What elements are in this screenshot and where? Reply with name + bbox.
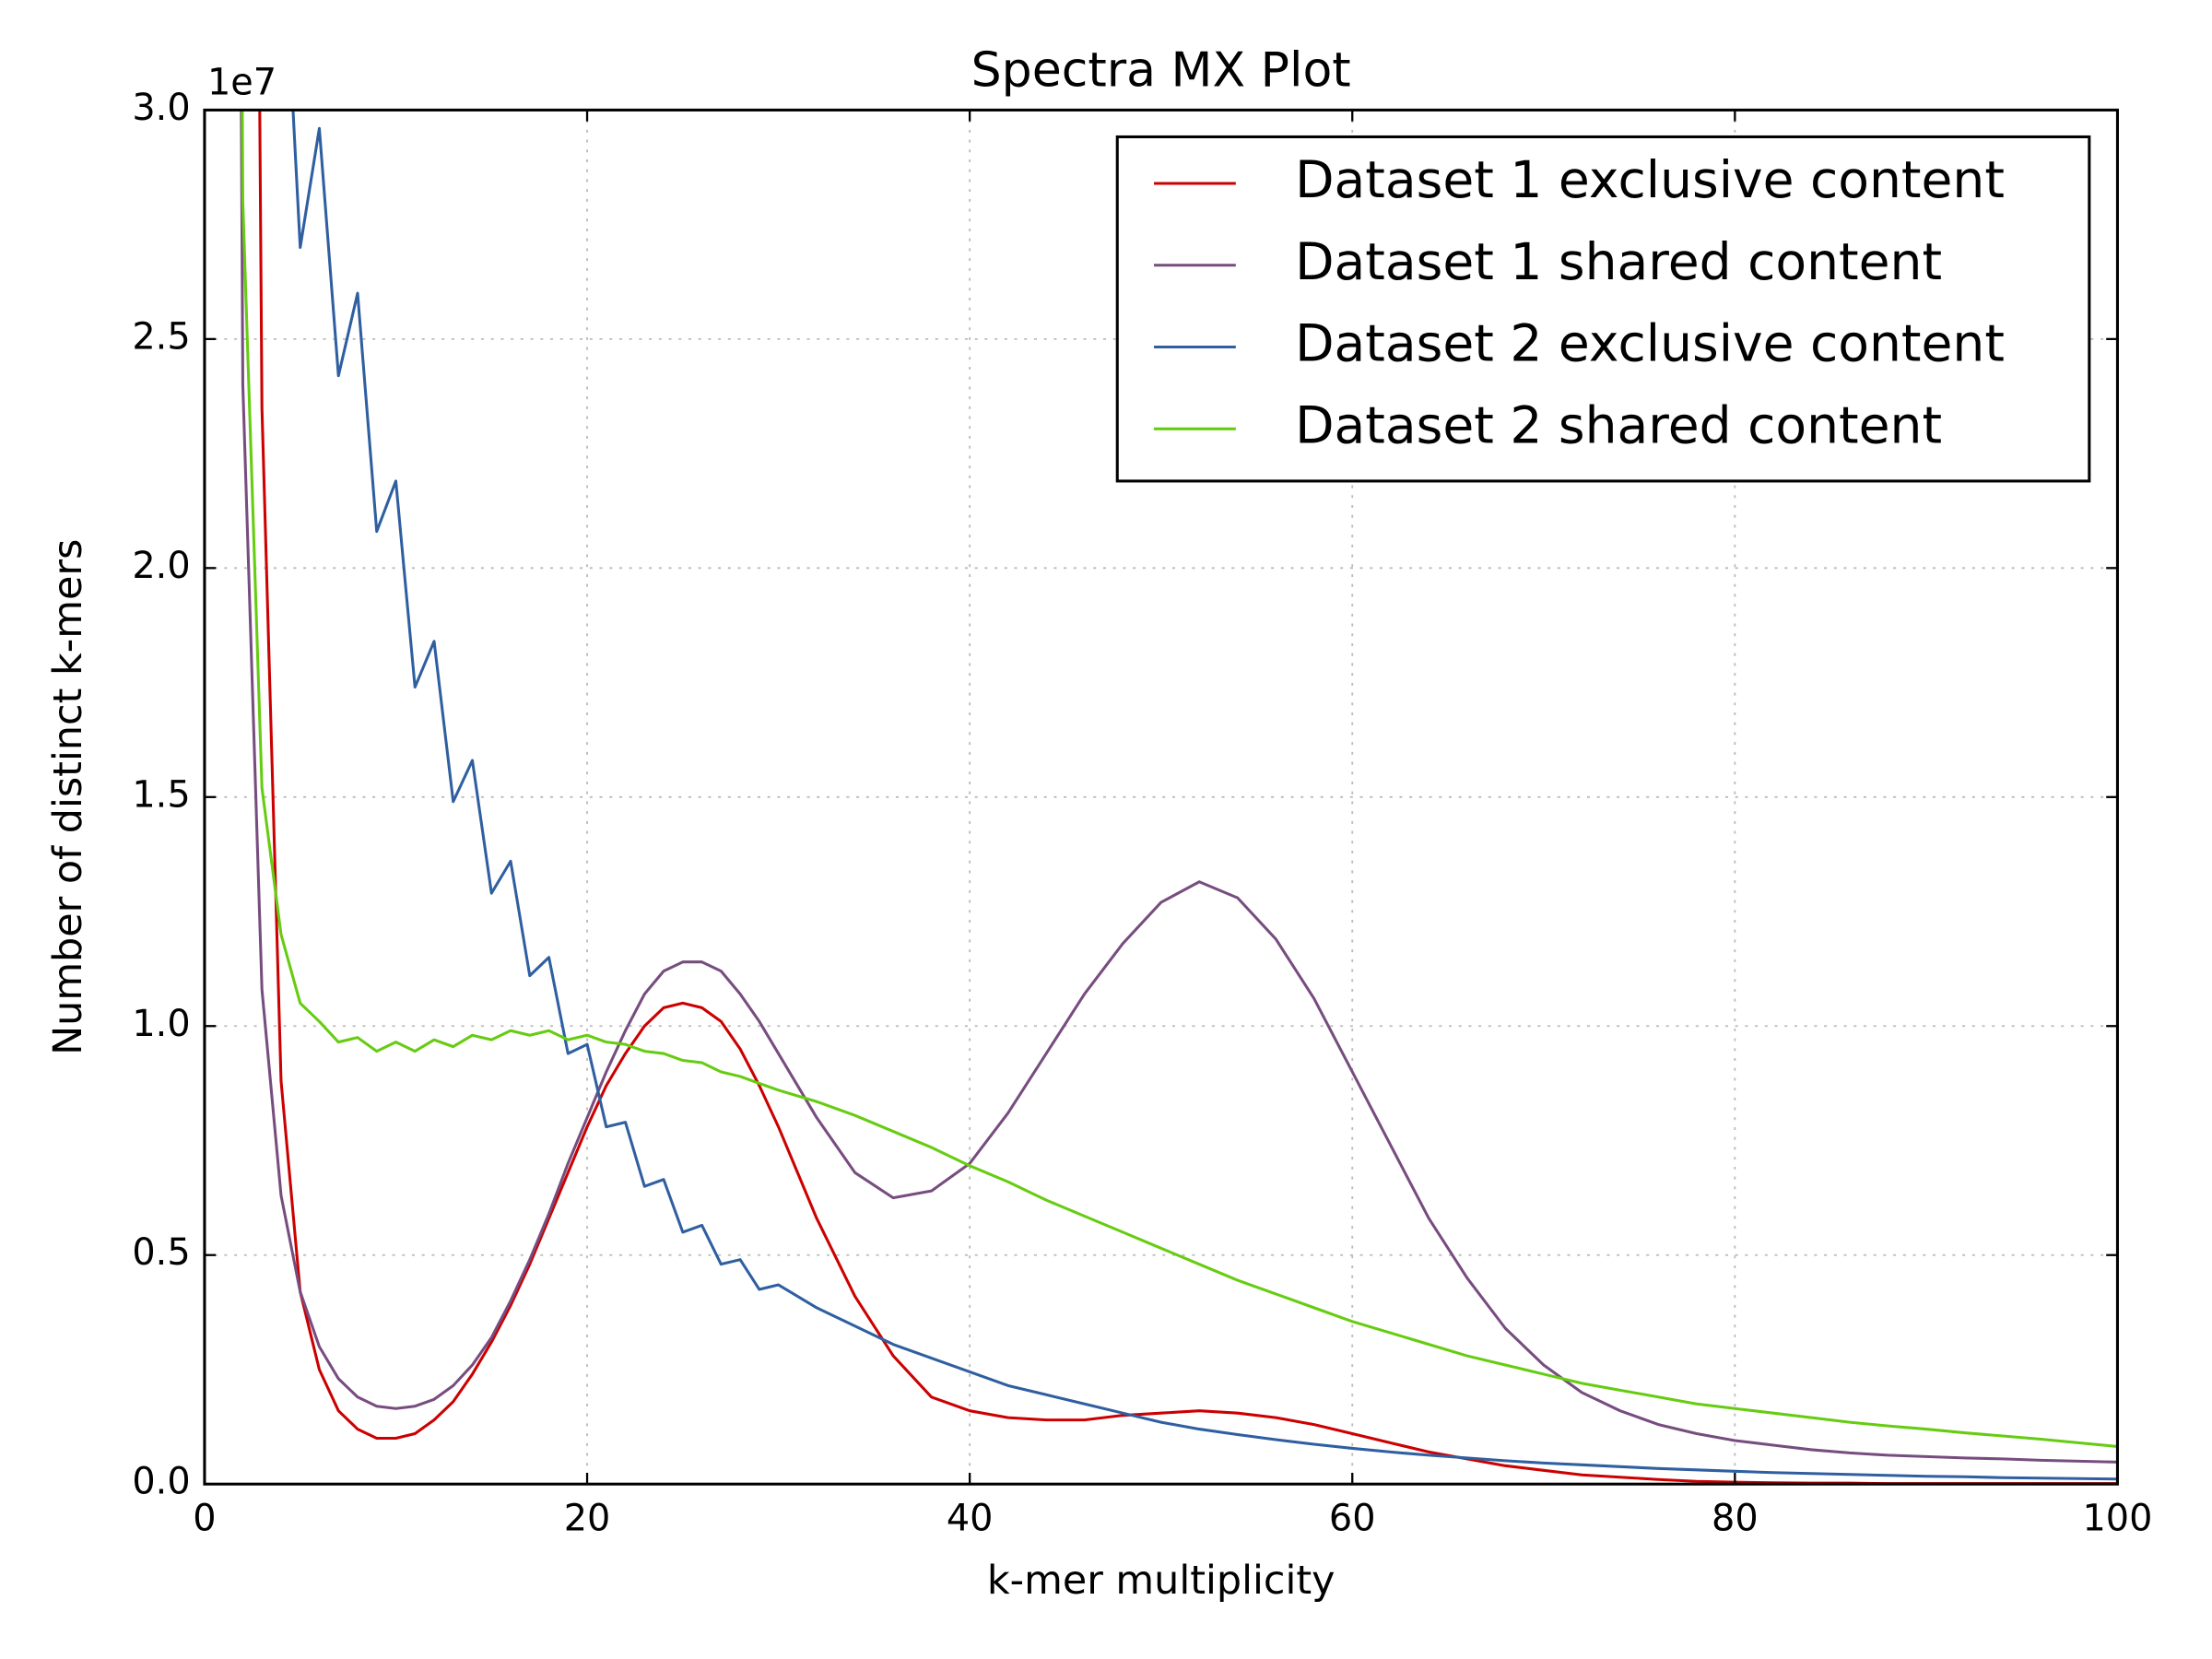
ticks: 0 20 40 60 80 100 0.0 0.5 1.0 1.5 2.0 2.5 3.0 bbox=[132, 87, 2152, 1540]
series-line bbox=[258, 110, 2118, 1485]
x-tick-label: 40 bbox=[947, 1498, 994, 1540]
y-axis-label: Number of distinct k-mers bbox=[45, 539, 91, 1055]
x-tick-label: 100 bbox=[2082, 1498, 2152, 1540]
x-tick-label: 80 bbox=[1712, 1498, 1759, 1540]
chart-title: Spectra MX Plot bbox=[971, 43, 1351, 99]
legend-box bbox=[1115, 135, 2091, 483]
legend-label: Dataset 1 exclusive content bbox=[1295, 150, 2005, 209]
series-line bbox=[291, 110, 2118, 1481]
y-tick-label: 2.5 bbox=[132, 315, 190, 358]
series-line bbox=[241, 110, 2118, 1448]
y-tick-label: 2.0 bbox=[132, 545, 190, 587]
x-tick-label: 0 bbox=[193, 1498, 216, 1540]
y-offset-label: 1e7 bbox=[207, 61, 276, 103]
x-tick-label: 20 bbox=[564, 1498, 611, 1540]
y-tick-label: 3.0 bbox=[132, 87, 190, 129]
x-axis-label: k-mer multiplicity bbox=[987, 1558, 1335, 1604]
x-tick-label: 60 bbox=[1329, 1498, 1376, 1540]
y-tick-label: 0.5 bbox=[132, 1231, 190, 1274]
plot-lines bbox=[240, 110, 2118, 1485]
legend-label: Dataset 1 shared content bbox=[1295, 232, 1942, 291]
series-line bbox=[240, 110, 2118, 1464]
legend-label: Dataset 2 shared content bbox=[1295, 395, 1942, 454]
y-tick-label: 1.0 bbox=[132, 1003, 190, 1045]
legend-label: Dataset 2 exclusive content bbox=[1295, 314, 2005, 373]
legend: Dataset 1 exclusive content Dataset 1 sha… bbox=[1115, 135, 2091, 483]
y-tick-label: 1.5 bbox=[132, 773, 190, 816]
y-tick-label: 0.0 bbox=[132, 1461, 190, 1503]
